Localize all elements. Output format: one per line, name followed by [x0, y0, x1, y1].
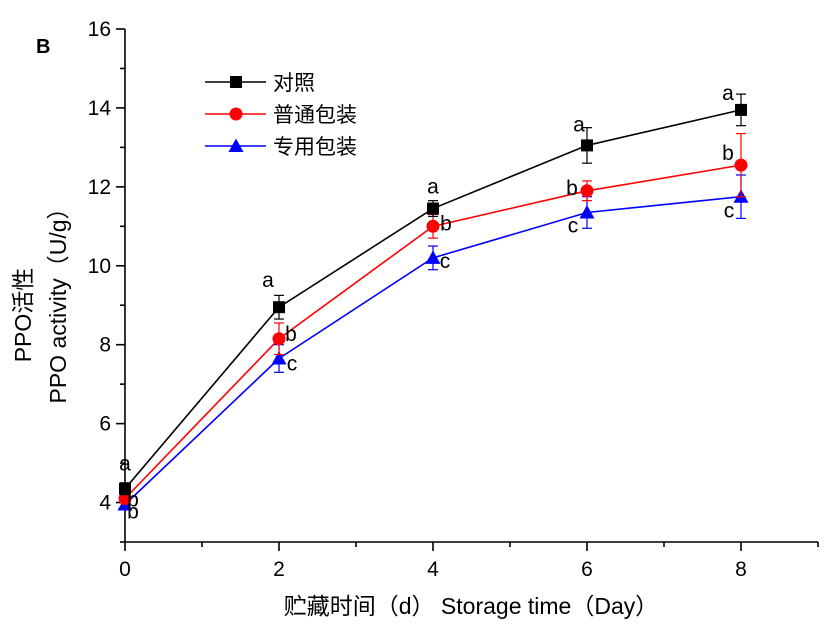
- series-1-points: [119, 93, 747, 496]
- significance-letter: c: [568, 214, 579, 237]
- y-tick-label: 8: [99, 334, 111, 357]
- legend-marker: [228, 138, 244, 152]
- x-axis-title: 贮藏时间（d） Storage time（Day）: [284, 593, 658, 619]
- significance-letter: a: [119, 453, 131, 476]
- data-point: [273, 301, 285, 314]
- data-point: [272, 332, 286, 346]
- significance-letter: a: [573, 113, 585, 136]
- series-2-points: [118, 132, 748, 506]
- significance-letter: b: [722, 142, 734, 165]
- panel-label: B: [36, 36, 50, 58]
- significance-letter: a: [427, 176, 439, 199]
- x-ticks: 0 2 4 6 8: [119, 542, 819, 581]
- data-point: [118, 492, 132, 506]
- y-axis-title-cn: PPO活性: [10, 268, 36, 363]
- data-point: [425, 250, 441, 264]
- data-point: [119, 482, 131, 495]
- significance-letter: c: [440, 250, 451, 273]
- x-tick-label: 0: [119, 558, 131, 581]
- data-point: [734, 158, 748, 172]
- significance-letter: a: [262, 269, 274, 292]
- data-point: [581, 139, 593, 152]
- y-tick-label: 12: [88, 176, 111, 199]
- significance-letter: b: [127, 489, 139, 512]
- significance-letter: a: [722, 82, 734, 105]
- y-ticks: 4 6 8 10 12 14 16: [88, 18, 125, 543]
- series-line-1: [124, 109, 742, 490]
- data-point: [271, 351, 287, 365]
- significance-letter: c: [287, 353, 298, 376]
- x-tick-label: 2: [273, 558, 285, 581]
- y-axis-title-en: PPO activity（U/g）: [45, 196, 71, 403]
- significance-letter: c: [724, 200, 735, 223]
- significance-letter: b: [127, 501, 139, 524]
- legend-label: 对照: [273, 72, 315, 95]
- data-point: [735, 103, 747, 116]
- data-point: [580, 184, 594, 198]
- data-point: [427, 202, 439, 215]
- y-tick-label: 6: [99, 413, 111, 436]
- x-tick-label: 4: [427, 558, 439, 581]
- legend-marker: [229, 107, 243, 121]
- significance-letter: b: [285, 323, 297, 346]
- significance-letter: b: [440, 212, 452, 235]
- legend-label: 专用包装: [273, 136, 357, 159]
- y-tick-label: 4: [99, 492, 111, 515]
- legend-marker: [230, 76, 242, 88]
- data-point: [579, 204, 595, 219]
- x-tick-label: 8: [735, 558, 747, 581]
- legend-label: 普通包装: [273, 104, 357, 127]
- series-line-3: [124, 195, 742, 506]
- significance-letter: b: [566, 177, 578, 200]
- axes: [124, 29, 818, 543]
- y-tick-label: 14: [88, 97, 112, 120]
- y-tick-label: 10: [88, 255, 111, 278]
- data-point: [426, 219, 440, 233]
- x-tick-label: 6: [581, 558, 593, 581]
- y-tick-label: 16: [88, 18, 111, 41]
- series-layer: [117, 93, 749, 511]
